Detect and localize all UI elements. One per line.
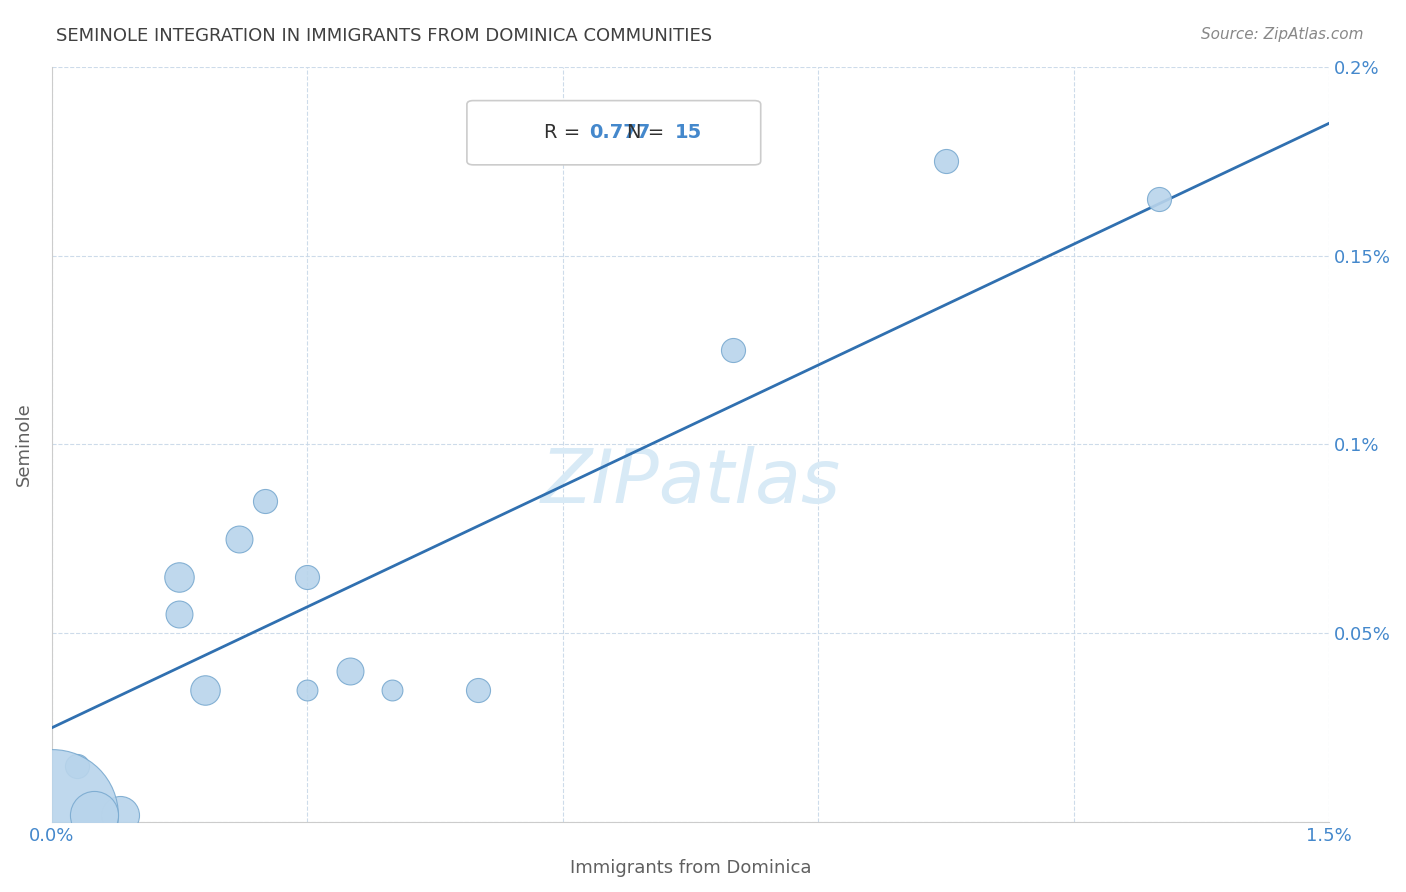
Point [194,683,217,698]
Point [169,607,191,622]
Text: Source: ZipAtlas.com: Source: ZipAtlas.com [1201,27,1364,42]
Text: R =: R = [544,123,586,142]
X-axis label: Immigrants from Dominica: Immigrants from Dominica [569,859,811,877]
Point [228,532,250,546]
Text: ZIPatlas: ZIPatlas [540,446,841,518]
Point [169,569,191,583]
Y-axis label: Seminole: Seminole [15,402,32,486]
Point [41,807,63,822]
Point [297,683,319,698]
Point [935,154,957,169]
Point [297,569,319,583]
Point [1147,192,1170,206]
Text: 0.777: 0.777 [589,123,651,142]
Point [467,683,489,698]
Point [108,807,131,822]
FancyBboxPatch shape [467,101,761,165]
Text: 15: 15 [675,123,703,142]
Text: N =: N = [627,123,671,142]
Point [66,758,89,772]
Text: SEMINOLE INTEGRATION IN IMMIGRANTS FROM DOMINICA COMMUNITIES: SEMINOLE INTEGRATION IN IMMIGRANTS FROM … [56,27,713,45]
Point [83,807,105,822]
Point [339,664,361,678]
Point [381,683,404,698]
Point [721,343,744,357]
Point [253,494,276,508]
